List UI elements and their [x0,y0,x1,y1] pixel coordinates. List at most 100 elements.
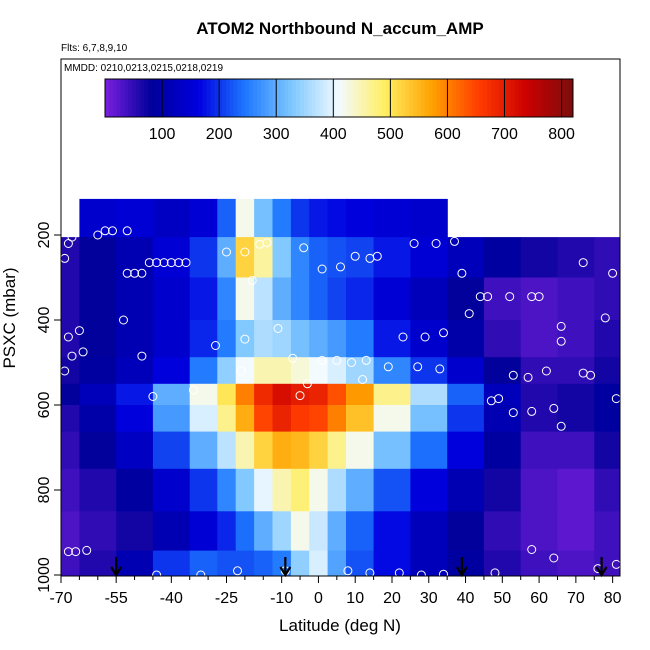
colorbar-segment [307,79,313,117]
sample-point [63,332,73,342]
heatmap-cell [152,277,191,321]
x-tick-label: 20 [383,590,401,607]
sample-point [508,408,518,418]
colorbar-segment [315,79,320,117]
x-tick-label: 0 [314,590,323,607]
x-axis-label: Latitude (deg N) [279,616,401,635]
sample-point [490,568,500,576]
heatmap-cell [520,320,559,358]
colorbar-segment [420,79,426,117]
sample-point [549,553,559,563]
x-tick-label: 50 [493,590,511,607]
sample-point [556,421,566,431]
colorbar-segment [214,79,219,117]
sample-point [240,334,250,344]
heatmap-cell [309,198,329,238]
colorbar-segment [233,79,239,117]
heatmap-cell [254,320,274,358]
plot-frame [60,58,621,577]
colorbar-segment [475,79,480,117]
sample-point [174,258,184,268]
colorbar-segment [409,79,414,117]
heatmap-cell [189,468,218,512]
sample-point [494,394,504,404]
colorbar-segment [229,79,235,117]
heatmap-cell [217,383,237,406]
heatmap-cell [594,431,620,470]
colorbar-segment [553,79,558,117]
colorbar-segment [311,79,317,117]
heatmap-cell [309,383,329,406]
heatmap-cell [373,468,411,512]
x-tick-label: -40 [160,590,183,607]
colorbar-segment [268,79,274,117]
heatmap-cell [346,357,375,385]
heatmap-cell [290,405,310,433]
sample-point [144,258,154,268]
colorbar-segment [459,79,465,117]
sample-point [295,391,305,401]
y-tick-label: 400 [36,307,53,334]
heatmap-cell [290,431,310,470]
heatmap-cell [309,550,329,576]
heatmap-cell [557,468,595,512]
heatmap-cell [189,277,218,321]
sample-point [130,268,140,278]
sample-point [262,238,272,248]
heatmap-cell [483,237,522,279]
sample-point [222,247,231,257]
heatmap-cell [79,320,117,358]
heatmap-cell [152,198,191,238]
sample-point [365,568,375,576]
heatmap-cell [327,237,347,279]
colorbar-segment [105,79,110,117]
heatmap-cell [235,511,255,552]
sample-point [383,362,393,372]
heatmap-cell [79,198,117,238]
heatmap-cell [217,237,237,279]
sample-point [420,332,430,342]
colorbar-segment [257,79,262,117]
colorbar-segment [456,79,461,117]
sample-point [137,351,147,361]
colorbar-segment [530,79,535,117]
heatmap-cell [189,431,218,470]
heatmap-cell [373,511,411,552]
colorbar-segment [385,79,391,117]
sample-point [439,328,448,338]
heatmap-cell [346,383,375,406]
heatmap-cell [152,405,191,433]
colorbar-frame [104,78,574,118]
heatmap-cell [483,431,522,470]
heatmap-cell [557,357,595,385]
sample-point [343,566,353,576]
sample-point [523,372,533,382]
sample-point [137,268,147,278]
colorbar-segment [569,79,574,117]
sample-point [166,258,176,268]
heatmap-cell [272,357,292,385]
heatmap-cell [594,320,620,358]
sample-point [600,313,610,323]
colorbar-segment [389,79,395,117]
sample-points [61,226,620,576]
heatmap-cell [447,320,485,358]
colorbar-segment [222,79,227,117]
heatmap-cell [447,357,485,385]
colorbar-segment [498,79,504,117]
colorbar-segment [366,79,371,117]
heatmap-cell [483,383,522,406]
colorbar-segment [440,79,445,117]
sample-point [608,268,618,278]
dates-subtitle: MMDD: 0210,0213,0215,0218,0219 [64,63,223,74]
sample-point [475,292,485,302]
heatmap-cell [290,383,310,406]
heatmap-cell [217,550,237,576]
heatmap-cell [217,320,237,358]
colorbar-segment [120,79,125,117]
heatmap-cell [483,511,522,552]
sample-point [416,570,426,576]
heatmap-cell [235,550,255,576]
colorbar-segment [132,79,137,117]
heatmap-cell [557,237,595,279]
